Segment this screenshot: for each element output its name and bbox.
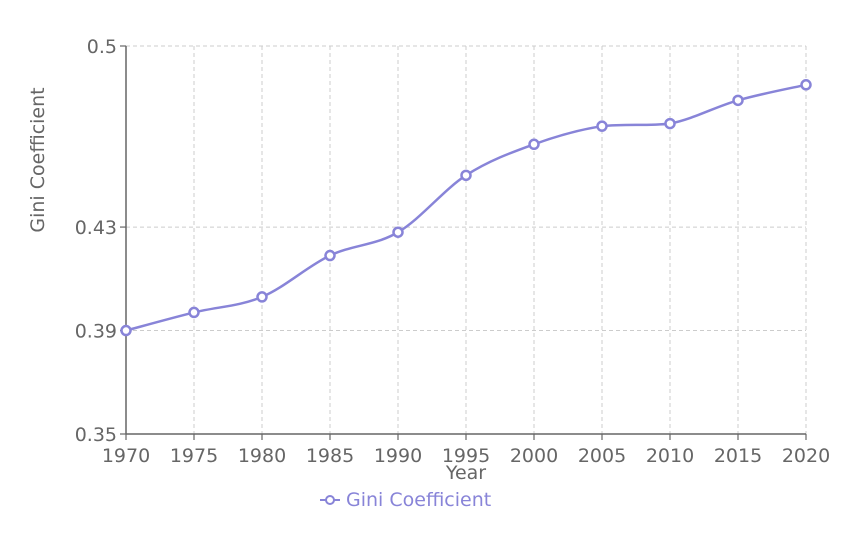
data-point[interactable] <box>120 324 132 337</box>
data-point[interactable] <box>392 226 404 238</box>
data-point[interactable] <box>324 249 336 262</box>
y-tick-label: 0.43 <box>75 217 117 239</box>
data-point[interactable] <box>664 117 676 130</box>
y-axis-title: Gini Coefficient <box>27 87 49 232</box>
legend-label: Gini Coefficient <box>346 489 491 511</box>
x-tick-label: 1990 <box>374 445 422 467</box>
y-tick-label: 0.35 <box>75 424 117 446</box>
x-tick-label: 2015 <box>714 445 762 467</box>
x-tick-label: 1975 <box>170 445 218 467</box>
data-point[interactable] <box>528 138 540 151</box>
x-tick-label: 2010 <box>646 445 694 467</box>
x-tick-label: 2020 <box>782 445 830 467</box>
x-tick-label: 2000 <box>510 445 558 467</box>
x-tick-label: 1985 <box>306 445 354 467</box>
data-point[interactable] <box>188 306 200 319</box>
data-point[interactable] <box>256 291 268 303</box>
legend-marker-icon <box>325 495 335 505</box>
y-tick-label: 0.5 <box>87 36 117 58</box>
series-group <box>120 79 812 337</box>
data-point[interactable] <box>800 79 812 91</box>
legend[interactable]: Gini Coefficient <box>320 489 491 511</box>
y-axis-ticks: 0.35 0.39 0.43 0.5 <box>75 36 126 446</box>
data-point[interactable] <box>596 120 608 132</box>
x-tick-label: 2005 <box>578 445 626 467</box>
x-tick-label: 1995 <box>442 445 490 467</box>
data-point[interactable] <box>732 94 744 107</box>
y-tick-label: 0.39 <box>75 321 117 343</box>
data-point[interactable] <box>460 169 472 182</box>
x-tick-label: 1970 <box>102 445 150 467</box>
x-axis-ticks: 1970 1975 1980 1985 1990 1995 2000 2005 2010 2015… <box>102 434 830 467</box>
x-axis-title: Year <box>445 462 486 484</box>
x-tick-label: 1980 <box>238 445 286 467</box>
grid <box>126 45 807 434</box>
